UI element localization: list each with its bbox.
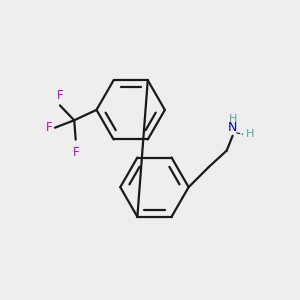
Text: F: F	[57, 89, 63, 102]
Text: H: H	[246, 129, 254, 139]
Text: N: N	[228, 121, 237, 134]
Text: F: F	[72, 146, 79, 159]
Text: H: H	[228, 114, 237, 124]
Text: F: F	[46, 121, 53, 134]
